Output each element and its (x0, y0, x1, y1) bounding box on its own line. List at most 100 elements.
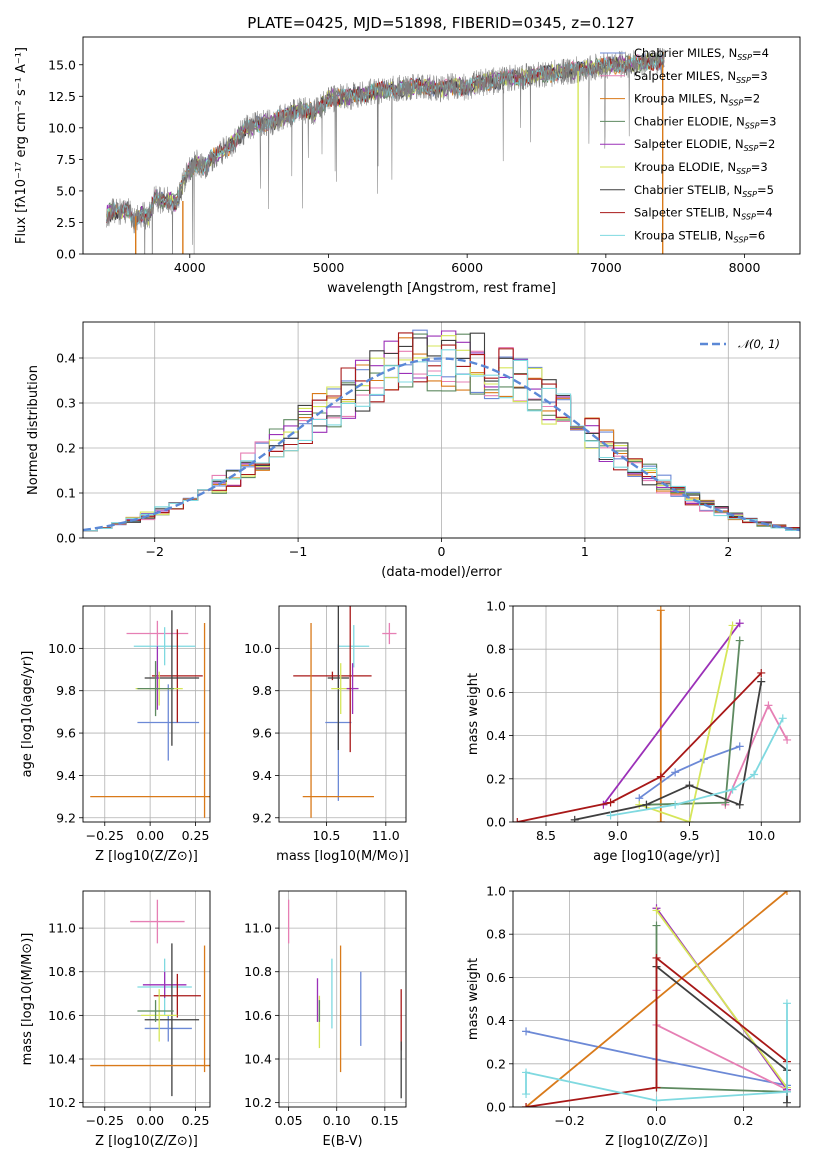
data-point-marker (778, 714, 787, 723)
data-point-marker (522, 1103, 531, 1107)
data-point-marker (652, 906, 661, 915)
data-point-marker (735, 619, 744, 628)
y-tick-label: 0.0 (56, 531, 76, 546)
data-point-marker (735, 636, 744, 645)
y-tick-label: 10.8 (48, 964, 76, 979)
y-axis-label: Flux [fλ10⁻¹⁷ erg cm⁻² s⁻¹ A⁻¹] (14, 47, 29, 244)
x-tick-label: 8000 (729, 260, 761, 275)
y-tick-label: 10.0 (244, 641, 272, 656)
legend-entry: Chabrier MILES, NSSP=4 (634, 46, 769, 62)
y-tick-label: 0.6 (486, 970, 506, 985)
data-point-marker (606, 811, 615, 820)
y-tick-label: 1.0 (486, 599, 506, 614)
x-tick-label: 8.5 (536, 828, 556, 843)
x-tick-label: −2 (145, 544, 163, 559)
y-axis-label: age [log10(age/yr)] (20, 651, 35, 778)
data-point-marker (522, 1090, 531, 1099)
y-tick-label: 9.4 (252, 768, 272, 783)
y-tick-label: 5.0 (56, 183, 76, 198)
y-tick-label: 10.2 (48, 1095, 76, 1110)
age-vs-z-panel: −0.25 0.00 0.25 9.2 9.4 9.6 9.8 10.0 Z [log10(Z/… (20, 605, 211, 864)
data-point-marker (652, 953, 661, 962)
legend-entry: Kroupa MILES, NSSP=2 (634, 92, 760, 108)
y-tick-label: 10.4 (244, 1052, 272, 1067)
data-point-marker (522, 1027, 531, 1036)
y-axis-label: mass weight (466, 673, 481, 755)
x-tick-label: 7000 (590, 260, 622, 275)
data-point-marker (671, 768, 680, 777)
x-tick-label: 5000 (313, 260, 345, 275)
mass-weight-line (655, 990, 788, 1091)
mass-vs-ebv-panel: 0.05 0.10 0.15 10.2 10.4 10.6 10.8 11.0 E(B-V) (244, 890, 407, 1149)
y-tick-label: 9.8 (56, 683, 76, 698)
y-axis-label: mass weight (466, 958, 481, 1040)
x-tick-label: 0.00 (136, 1113, 164, 1128)
y-tick-label: 0.3 (56, 396, 76, 411)
y-tick-label: 10.0 (48, 641, 76, 656)
x-axis-label: Z [log10(Z/Z⊙)] (95, 849, 198, 864)
data-point-marker (782, 1098, 791, 1107)
y-tick-label: 9.6 (56, 726, 76, 741)
model-spectrum-line (106, 54, 665, 225)
x-tick-label: 0.05 (275, 1113, 303, 1128)
data-point-marker (782, 999, 791, 1008)
y-tick-label: 11.0 (244, 921, 272, 936)
x-tick-label: 0.15 (371, 1113, 399, 1128)
residuals-panel: −2 −1 0 1 2 0.0 0.1 0.2 0.3 0.4 (data-model)/error… (26, 321, 801, 580)
x-tick-label: 0.00 (136, 828, 164, 843)
mass-weight-line (638, 745, 741, 799)
model-spectrum-line (106, 53, 665, 226)
data-point-marker (606, 798, 615, 807)
x-tick-label: 1 (581, 544, 589, 559)
axes-frame (278, 605, 407, 823)
mass-weight-line (655, 909, 788, 1089)
mass-weight-line (525, 956, 788, 1107)
model-spectrum-line (106, 52, 665, 226)
legend-entry: Salpeter MILES, NSSP=3 (634, 69, 768, 85)
y-tick-label: 0.2 (486, 771, 506, 786)
y-tick-label: 0.2 (56, 441, 76, 456)
x-tick-label: 2 (724, 544, 732, 559)
data-point-marker (728, 785, 737, 794)
x-tick-label: −1 (289, 544, 307, 559)
legend-entry: 𝒩(0, 1) (738, 337, 780, 351)
x-tick-label: 0.10 (323, 1113, 351, 1128)
axes-frame (512, 605, 801, 823)
massweight-vs-age-panel: 8.5 9.0 9.5 10.0 0.0 0.2 0.4 0.6 0.8 1.0 age [log1… (466, 599, 801, 864)
y-tick-label: 0.4 (486, 1013, 506, 1028)
y-tick-label: 0.8 (486, 927, 506, 942)
x-tick-label: −0.2 (554, 1113, 584, 1128)
y-tick-label: 0.0 (486, 1100, 506, 1115)
data-point-marker (685, 818, 694, 822)
y-tick-label: 9.2 (252, 810, 272, 825)
x-axis-label: Z [log10(Z/Z⊙)] (95, 1134, 198, 1149)
y-tick-label: 2.5 (56, 215, 76, 230)
y-tick-label: 11.0 (48, 921, 76, 936)
model-spectrum-line (106, 54, 665, 224)
figure-title: PLATE=0425, MJD=51898, FIBERID=0345, z=0… (247, 14, 634, 32)
data-point-marker (764, 701, 773, 710)
axes-frame (82, 321, 801, 539)
data-spectrum-line (106, 47, 665, 254)
age-vs-mass-panel: 10.5 11.0 9.2 9.4 9.6 9.8 10.0 mass [log10(M/M⊙… (244, 605, 409, 864)
data-point-marker (642, 800, 651, 809)
legend-entry: Kroupa ELODIE, NSSP=3 (634, 160, 768, 176)
y-tick-label: 9.4 (56, 768, 76, 783)
axes-frame (82, 890, 211, 1108)
data-point-marker (652, 1096, 661, 1105)
data-point-marker (782, 891, 791, 895)
data-point-marker (570, 815, 579, 822)
data-point-marker (685, 781, 694, 790)
legend-entry: Salpeter ELODIE, NSSP=2 (634, 137, 775, 153)
data-point-marker (652, 1083, 661, 1092)
mass-weight-line (602, 622, 741, 806)
y-tick-label: 0.1 (56, 486, 76, 501)
axes-frame (278, 890, 407, 1108)
y-tick-label: 12.5 (48, 89, 76, 104)
x-tick-label: 0.2 (734, 1113, 754, 1128)
data-point-marker (656, 818, 665, 822)
y-tick-label: 10.6 (244, 1008, 272, 1023)
y-tick-label: 0.4 (486, 728, 506, 743)
y-tick-label: 9.8 (252, 683, 272, 698)
